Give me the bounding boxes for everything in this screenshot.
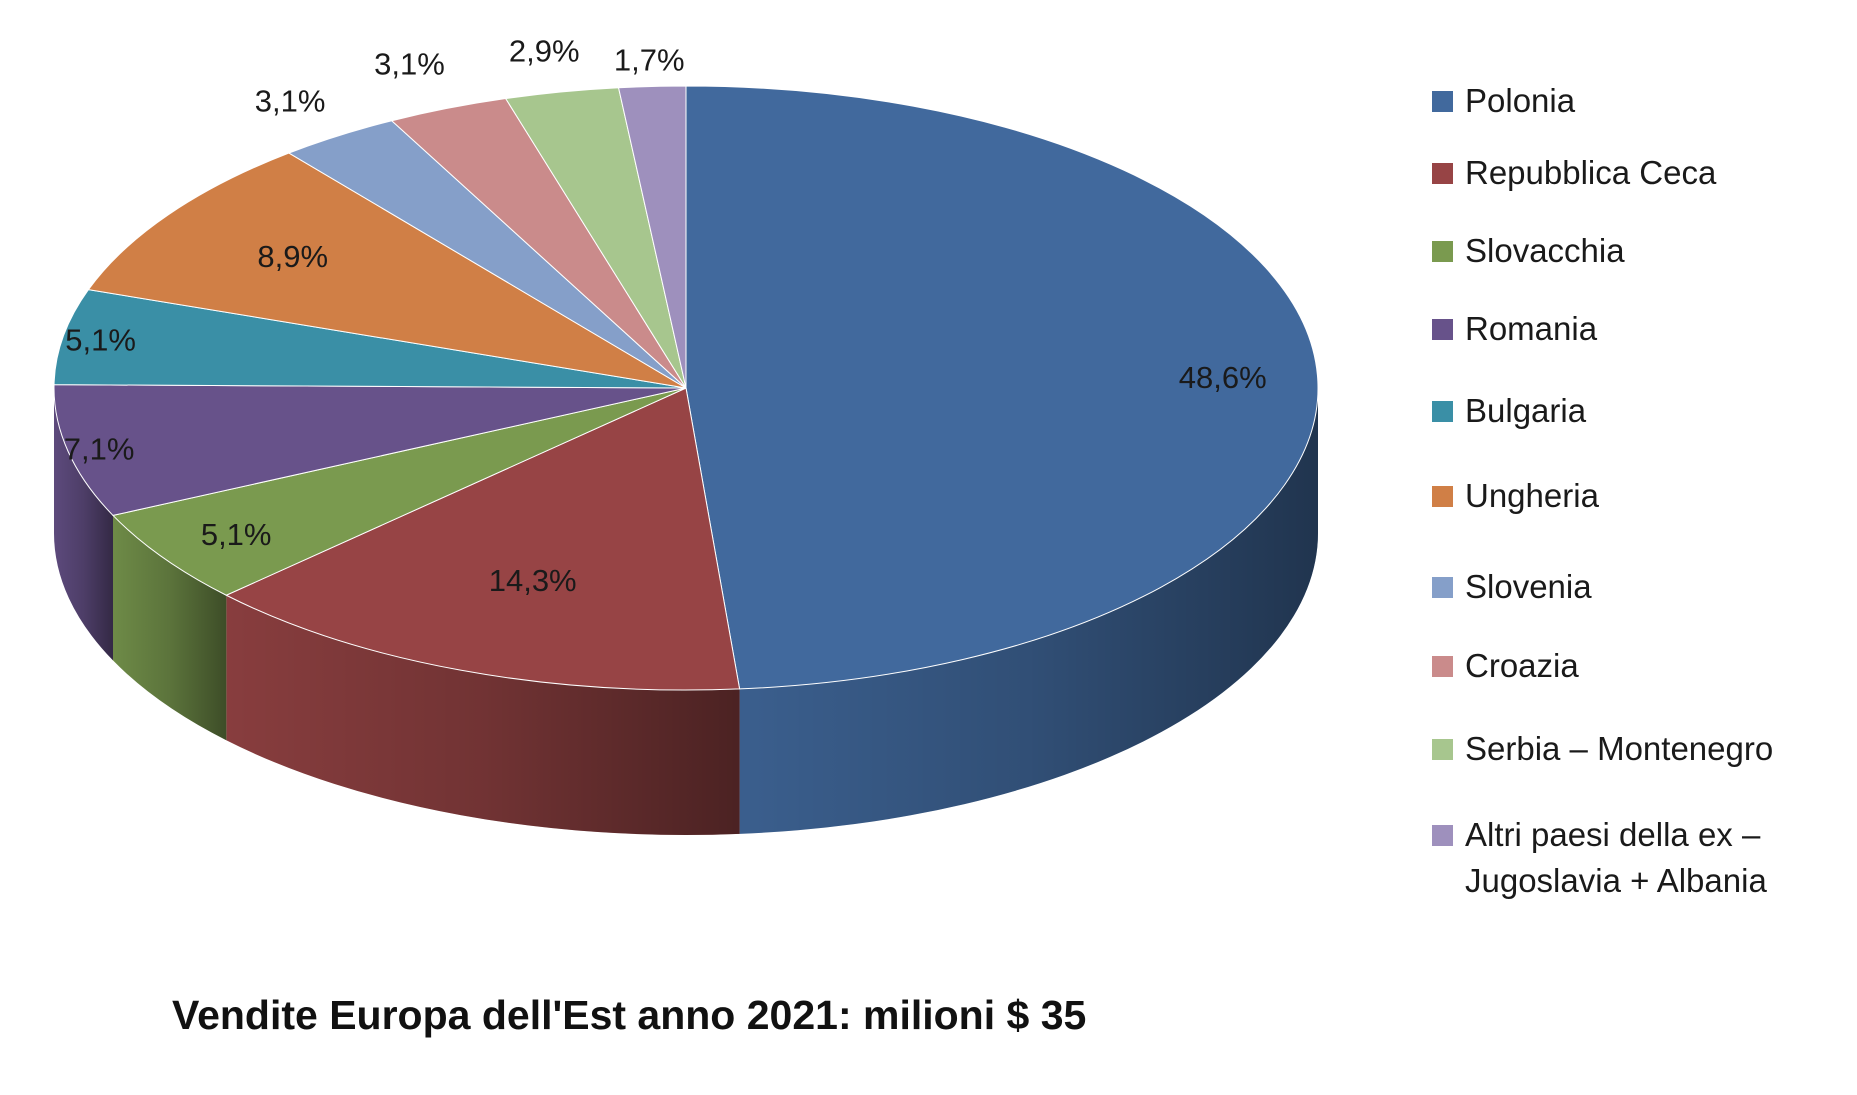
pie-slice-repubblica (225, 387, 741, 691)
pie-side-shade-polonia (739, 388, 1318, 834)
legend-swatch-repubblica (1432, 163, 1453, 184)
legend-swatch-slovacchia (1432, 241, 1453, 262)
data-label-ungheria: 8,9% (257, 239, 328, 274)
legend-label-polonia: Polonia (1465, 82, 1576, 119)
pie-side-shade-repubblica (226, 595, 740, 835)
legend-label-croazia: Croazia (1465, 647, 1579, 684)
data-label-serbia: 2,9% (509, 33, 580, 68)
legend-label-romania: Romania (1465, 310, 1598, 347)
pie-top-group (53, 85, 1319, 691)
legend-item-croazia: Croazia (1432, 643, 1845, 689)
data-label-repubblica: 14,3% (489, 563, 577, 598)
legend-item-altri: Altri paesi della ex – Jugoslavia + Alba… (1432, 812, 1845, 904)
data-label-romania: 7,1% (64, 431, 135, 466)
legend-swatch-serbia (1432, 739, 1453, 760)
pie-slice-romania (53, 384, 687, 516)
legend-label-slovenia: Slovenia (1465, 568, 1592, 605)
data-label-polonia: 48,6% (1179, 360, 1267, 395)
pie-slice-slovacchia (112, 387, 687, 596)
legend-label-altri: Altri paesi della ex – Jugoslavia + Alba… (1465, 816, 1767, 899)
legend-item-slovacchia: Slovacchia (1432, 228, 1845, 274)
legend-label-ungheria: Ungheria (1465, 477, 1599, 514)
legend-swatch-ungheria (1432, 486, 1453, 507)
legend-swatch-altri (1432, 825, 1453, 846)
legend-item-romania: Romania (1432, 306, 1845, 352)
pie-side-shade-romania (54, 388, 114, 661)
pie-chart: 48,6% 14,3% 5,1% 7,1% 5,1% 8,9% 3,1% 3,1% 2,9% 1,… (53, 33, 1319, 835)
legend-label-serbia: Serbia – Montenegro (1465, 730, 1774, 767)
data-label-croazia: 3,1% (374, 47, 445, 82)
legend-label-slovacchia: Slovacchia (1465, 232, 1625, 269)
data-label-bulgaria: 5,1% (65, 323, 136, 358)
legend-item-repubblica: Repubblica Ceca (1432, 150, 1845, 196)
legend-item-slovenia: Slovenia (1432, 564, 1845, 610)
legend-swatch-slovenia (1432, 577, 1453, 598)
legend-swatch-polonia (1432, 91, 1453, 112)
pie-side-group (54, 388, 1318, 835)
data-label-altri: 1,7% (614, 42, 685, 77)
legend-label-repubblica: Repubblica Ceca (1465, 154, 1717, 191)
legend-item-ungheria: Ungheria (1432, 473, 1845, 519)
legend-item-bulgaria: Bulgaria (1432, 388, 1845, 434)
pie-slice-altri (617, 85, 687, 389)
legend-swatch-croazia (1432, 656, 1453, 677)
pie-side-shade-slovacchia (113, 515, 227, 741)
legend-label-bulgaria: Bulgaria (1465, 392, 1587, 429)
legend-item-polonia: Polonia (1432, 78, 1845, 124)
data-label-slovacchia: 5,1% (201, 517, 272, 552)
pie-label-group: 48,6% 14,3% 5,1% 7,1% 5,1% 8,9% 3,1% 3,1% 2,9% 1,… (64, 33, 1267, 597)
pie-slice-bulgaria (53, 289, 687, 389)
legend-swatch-bulgaria (1432, 401, 1453, 422)
chart-title: Vendite Europa dell'Est anno 2021: milio… (172, 992, 1087, 1038)
legend-item-serbia: Serbia – Montenegro (1432, 726, 1845, 772)
pie-slice-polonia (685, 85, 1319, 690)
data-label-slovenia: 3,1% (255, 83, 326, 118)
legend-swatch-romania (1432, 319, 1453, 340)
pie-slice-ungheria (87, 152, 687, 389)
